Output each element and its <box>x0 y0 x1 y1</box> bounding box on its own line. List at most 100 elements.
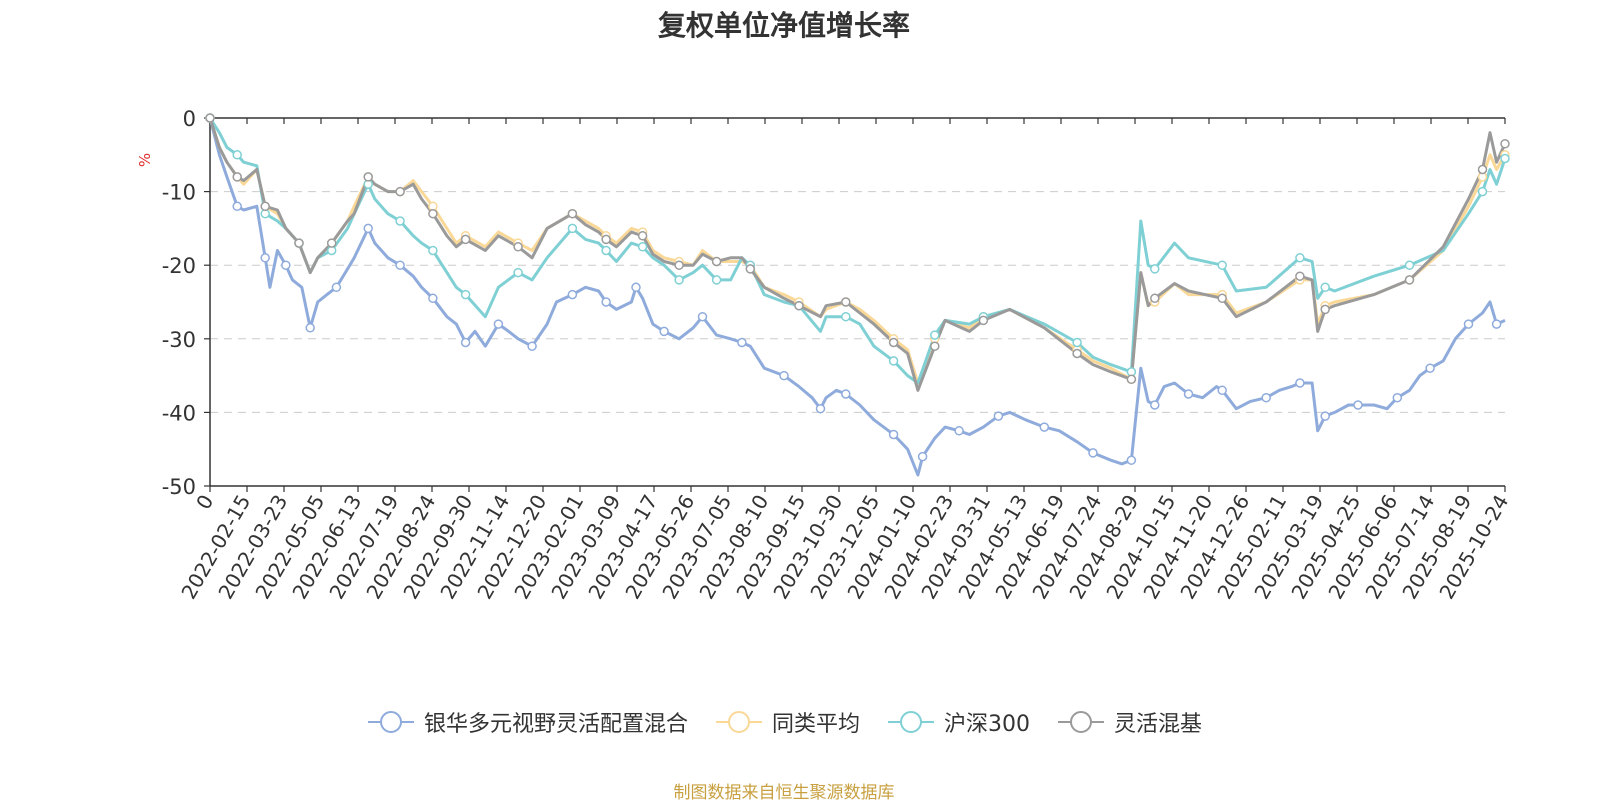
data-point <box>428 208 438 219</box>
y-tick-label: 0 <box>183 107 196 131</box>
data-point <box>1183 389 1194 399</box>
legend: 银华多元视野灵活配置混合 同类平均 沪深300 灵活混基 <box>0 706 1568 738</box>
data-point <box>631 282 641 293</box>
data-point <box>1088 448 1098 458</box>
data-point <box>815 403 826 414</box>
data-point <box>326 238 337 248</box>
data-point <box>305 323 315 333</box>
data-point <box>232 172 242 182</box>
data-point <box>1126 455 1137 465</box>
data-point <box>1463 319 1474 329</box>
data-point <box>930 330 940 340</box>
series-lines <box>208 117 1507 477</box>
data-point <box>428 245 438 256</box>
data-point <box>1477 186 1488 197</box>
y-tick-label: -50 <box>162 475 196 499</box>
data-point <box>1404 260 1415 270</box>
data-point <box>1500 139 1510 149</box>
data-point <box>1477 164 1488 175</box>
data-point <box>1320 411 1330 421</box>
data-point <box>888 429 899 440</box>
data-point <box>428 293 438 304</box>
data-point <box>1491 319 1502 329</box>
data-point <box>513 267 523 278</box>
data-point <box>601 234 611 245</box>
data-point <box>674 260 684 270</box>
data-point <box>1404 275 1415 285</box>
data-point <box>1295 271 1305 281</box>
series-line <box>208 117 1507 385</box>
data-point <box>460 337 471 348</box>
data-point <box>513 242 523 252</box>
chart-title: 复权单位净值增长率 <box>657 9 910 42</box>
data-point <box>1500 153 1510 164</box>
y-tick-label: -10 <box>162 181 196 205</box>
data-point <box>841 389 851 399</box>
legend-label: 同类平均 <box>771 712 860 737</box>
data-point <box>1353 400 1363 410</box>
data-point <box>1150 293 1160 304</box>
data-point <box>493 319 504 329</box>
data-point <box>993 411 1004 421</box>
data-point <box>737 337 747 348</box>
data-point <box>711 256 722 267</box>
data-point <box>281 260 291 270</box>
legend-marker-icon <box>1058 711 1104 733</box>
legend-item[interactable]: 沪深300 <box>886 706 1030 738</box>
data-point <box>395 186 405 197</box>
data-point <box>779 370 789 381</box>
data-point <box>697 311 708 322</box>
data-point <box>260 201 270 212</box>
series-line <box>208 117 1506 477</box>
data-point <box>659 326 669 337</box>
data-point <box>1295 253 1305 263</box>
data-point <box>1425 363 1435 373</box>
data-point <box>601 245 611 256</box>
data-point <box>1295 378 1305 388</box>
legend-label: 灵活混基 <box>1114 712 1203 737</box>
legend-item[interactable]: 灵活混基 <box>1056 706 1202 738</box>
data-point <box>637 231 648 241</box>
data-point <box>363 172 373 182</box>
legend-item[interactable]: 银华多元视野灵活配置混合 <box>366 706 688 738</box>
data-point <box>841 297 851 307</box>
y-axis-unit: % <box>136 153 154 167</box>
data-point <box>930 341 940 351</box>
data-point <box>331 282 342 293</box>
data-point <box>1126 374 1137 385</box>
legend-marker-icon <box>888 711 934 733</box>
data-point <box>794 300 804 311</box>
data-point <box>888 356 899 366</box>
data-point <box>460 289 471 300</box>
data-point <box>1039 422 1050 432</box>
data-point <box>567 223 578 234</box>
data-point <box>637 242 648 252</box>
legend-item[interactable]: 同类平均 <box>714 706 860 738</box>
data-point <box>460 234 471 245</box>
series-line <box>208 117 1507 392</box>
data-point <box>954 426 964 436</box>
data-point <box>917 451 928 462</box>
data-point <box>1320 282 1330 293</box>
data-point <box>1072 337 1082 348</box>
data-point <box>1150 264 1160 274</box>
data-point <box>1217 293 1227 304</box>
series-markers <box>205 113 1510 465</box>
data-point <box>1320 304 1330 315</box>
data-point <box>232 201 242 212</box>
source-note: 制图数据来自恒生聚源数据库 <box>673 783 895 803</box>
grid-lines <box>210 191 1505 413</box>
data-point <box>1150 400 1160 410</box>
data-point <box>1392 392 1403 403</box>
data-point <box>978 315 989 326</box>
y-tick-label: -40 <box>162 401 196 425</box>
data-point <box>711 275 722 285</box>
legend-marker-icon <box>367 711 414 733</box>
data-point <box>601 297 611 307</box>
data-point <box>363 223 373 234</box>
data-point <box>1217 385 1227 396</box>
data-point <box>395 216 405 226</box>
data-point <box>294 238 304 248</box>
data-point <box>841 311 851 322</box>
